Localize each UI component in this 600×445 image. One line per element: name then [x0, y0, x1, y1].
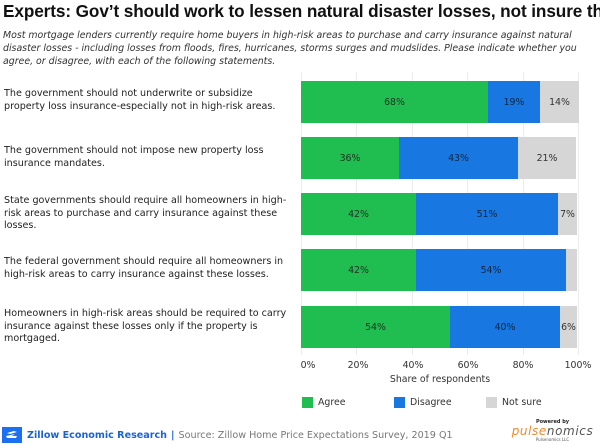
x-axis-label: Share of respondents — [389, 374, 491, 385]
row-label: State governments should require all hom… — [4, 195, 287, 232]
bar-row: 42% 54% — [301, 249, 577, 291]
value-label: 54% — [365, 321, 386, 333]
powered-by-text: Powered by — [535, 419, 570, 425]
bar-segment-disagree: 19% — [488, 81, 540, 123]
value-label: 68% — [384, 96, 405, 108]
x-tick: 40% — [402, 360, 424, 371]
legend: Agree Disagree Not sure — [302, 397, 542, 408]
bar-segment-disagree: 43% — [399, 137, 518, 179]
bar-segment-disagree: 51% — [416, 193, 558, 235]
x-tick: 100% — [564, 360, 592, 371]
x-tick: 80% — [512, 360, 534, 371]
source-text: Source: Zillow Home Price Expectations S… — [178, 429, 453, 441]
row-label: The federal government should require al… — [4, 256, 284, 280]
chart-title: Experts: Gov’t should work to lessen nat… — [3, 1, 600, 21]
bar-segment-agree: 42% — [301, 193, 416, 235]
pulsenomics-logo: Powered by pulsenomics Pulsenomics LLC — [505, 419, 600, 442]
x-tick: 60% — [457, 360, 479, 371]
legend-label: Agree — [318, 397, 346, 408]
value-label: 14% — [549, 96, 570, 108]
brand-name: Zillow Economic Research — [27, 429, 168, 441]
bar-segment-agree: 54% — [301, 306, 450, 348]
zillow-logo-icon — [2, 427, 22, 443]
value-label: 54% — [480, 264, 502, 276]
x-tick: 20% — [347, 360, 369, 371]
legend-swatch-notsure — [486, 397, 497, 408]
wordmark-part: nomics — [546, 424, 594, 438]
legend-item-disagree: Disagree — [394, 397, 486, 408]
footer-separator: | — [171, 429, 175, 441]
value-label: 51% — [476, 208, 498, 220]
row-label: Homeowners in high-risk areas should be … — [4, 308, 287, 345]
bar-segment-disagree: 54% — [416, 249, 566, 291]
bar-row: 36% 43% 21% — [301, 137, 576, 179]
value-label: 42% — [348, 208, 369, 220]
gridline-100 — [578, 72, 579, 355]
row-label: The government should not underwrite or … — [4, 88, 276, 112]
legend-swatch-disagree — [394, 397, 405, 408]
row-label: The government should not impose new pro… — [4, 145, 264, 169]
value-label: 7% — [560, 208, 575, 220]
bar-row: 68% 19% 14% — [301, 81, 579, 123]
legend-label: Disagree — [410, 397, 452, 408]
chart-subtitle: Most mortgage lenders currently require … — [3, 30, 577, 67]
value-label: 21% — [536, 152, 558, 164]
legend-item-agree: Agree — [302, 397, 394, 408]
bar-segment-agree: 42% — [301, 249, 416, 291]
value-label: 40% — [494, 321, 516, 333]
legend-label: Not sure — [502, 397, 542, 408]
bar-segment-notsure: 6% — [560, 306, 577, 348]
bar-segment-notsure: 21% — [518, 137, 576, 179]
x-tick: 0% — [300, 360, 316, 371]
bar-segment-notsure — [566, 249, 577, 291]
pulsenomics-wordmark: pulsenomics — [505, 425, 600, 437]
bar-segment-agree: 68% — [301, 81, 488, 123]
legend-item-notsure: Not sure — [486, 397, 542, 408]
bar-row: 54% 40% 6% — [301, 306, 577, 348]
value-label: 42% — [348, 264, 369, 276]
bar-segment-notsure: 7% — [558, 193, 577, 235]
bar-segment-agree: 36% — [301, 137, 399, 179]
value-label: 19% — [503, 96, 525, 108]
value-label: 43% — [448, 152, 469, 164]
bar-row: 42% 51% 7% — [301, 193, 577, 235]
wordmark-part: pulse — [511, 424, 547, 438]
legend-swatch-agree — [302, 397, 313, 408]
value-label: 36% — [339, 152, 361, 164]
bar-segment-notsure: 14% — [540, 81, 579, 123]
bar-segment-disagree: 40% — [450, 306, 560, 348]
footer: Zillow Economic Research | Source: Zillo… — [2, 427, 453, 443]
pulsenomics-llc: Pulsenomics LLC — [535, 437, 570, 442]
value-label: 6% — [561, 321, 576, 333]
